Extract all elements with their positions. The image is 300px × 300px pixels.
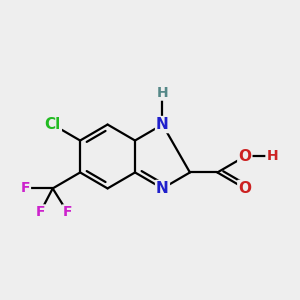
Text: H: H: [266, 149, 278, 164]
Text: H: H: [157, 85, 168, 100]
Text: N: N: [156, 117, 169, 132]
Text: F: F: [20, 182, 30, 195]
Text: O: O: [238, 181, 251, 196]
Text: N: N: [156, 181, 169, 196]
Text: F: F: [35, 206, 45, 219]
Text: F: F: [63, 206, 72, 219]
Text: O: O: [238, 149, 251, 164]
Text: Cl: Cl: [45, 117, 61, 132]
